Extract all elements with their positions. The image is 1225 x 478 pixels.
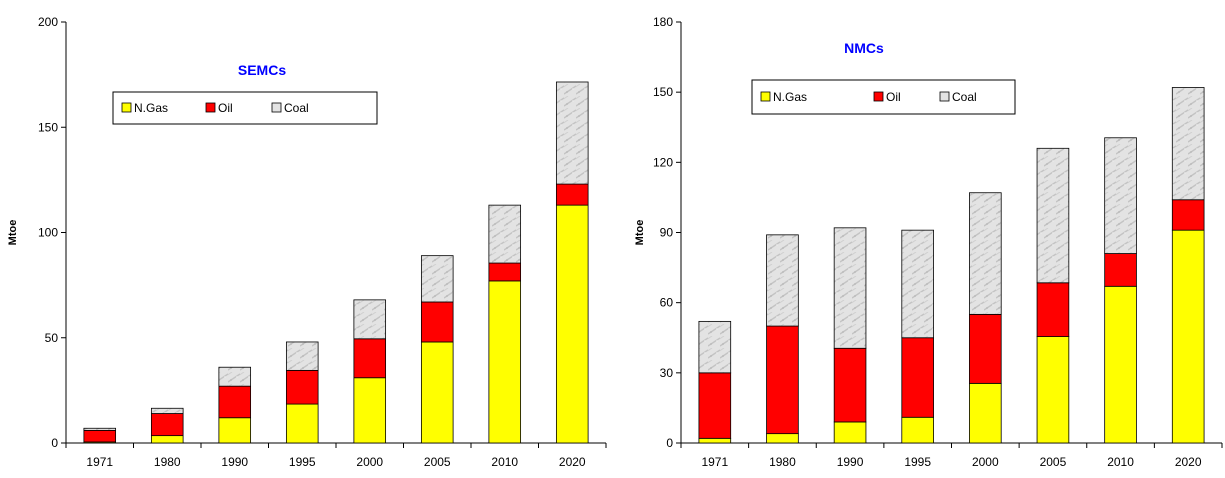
bar-oil-1995 [901, 337, 934, 418]
y-tick-label: 0 [666, 436, 673, 450]
bar-oil-1995 [285, 369, 319, 405]
bar-coal-2000 [353, 299, 387, 340]
y-tick-label: 200 [38, 15, 58, 29]
bar-oil-2005 [420, 301, 454, 343]
y-tick-label: 60 [660, 296, 674, 310]
bar-coal-2005 [420, 255, 454, 303]
bar-oil-2020 [1171, 199, 1205, 231]
legend-swatch-coal [939, 91, 950, 102]
bar-coal-1980 [150, 407, 184, 414]
bar-oil-1980 [150, 413, 184, 437]
bar-coal-1995 [285, 341, 319, 371]
x-tick-label: 1971 [86, 455, 113, 469]
bar-coal-2010 [488, 204, 522, 264]
y-tick-label: 100 [38, 226, 58, 240]
x-tick-label: 2000 [972, 455, 999, 469]
legend: N.Gas Oil Coal [751, 79, 1016, 115]
bar-coal-2005 [1036, 147, 1070, 284]
y-tick-label: 150 [38, 120, 58, 134]
bar-ngas-1971 [698, 437, 732, 444]
bar-coal-2020 [1171, 87, 1205, 201]
x-tick-label: 1990 [221, 455, 248, 469]
x-tick-label: 2005 [1040, 455, 1067, 469]
bar-ngas-1995 [901, 416, 934, 444]
x-tick-label: 1980 [154, 455, 181, 469]
bar-coal-1990 [218, 366, 252, 387]
bar-ngas-2005 [1036, 336, 1070, 444]
bar-ngas-2005 [420, 341, 454, 444]
x-tick-label: 2020 [559, 455, 586, 469]
x-tick-label: 1995 [904, 455, 931, 469]
x-tick-label: 1980 [769, 455, 796, 469]
bar-ngas-2010 [488, 280, 522, 444]
bar-coal-1995 [901, 229, 934, 339]
bar-ngas-2000 [353, 377, 387, 444]
y-tick-label: 50 [45, 331, 59, 345]
legend-label-oil: Oil [886, 90, 901, 104]
legend-swatch-ngas [121, 102, 132, 113]
chart-title: NMCs [844, 40, 884, 56]
x-tick-label: 2010 [1107, 455, 1134, 469]
x-tick-label: 2000 [356, 455, 383, 469]
y-tick-label: 90 [660, 226, 674, 240]
bar-ngas-1980 [766, 433, 799, 444]
bar-ngas-1980 [150, 435, 184, 444]
bar-oil-1990 [218, 385, 252, 419]
bar-oil-1990 [833, 347, 867, 423]
legend-swatch-oil [205, 102, 216, 113]
x-tick-label: 2010 [491, 455, 518, 469]
bar-oil-1971 [83, 429, 117, 443]
x-tick-label: 1971 [701, 455, 728, 469]
y-tick-label: 180 [653, 15, 673, 29]
bar-coal-2010 [1104, 137, 1137, 254]
y-axis-label: Mtoe [7, 220, 19, 246]
bar-oil-2010 [488, 262, 522, 282]
bar-coal-1990 [833, 227, 867, 349]
x-tick-label: 1990 [837, 455, 864, 469]
bar-coal-1971 [83, 427, 117, 431]
bar-ngas-1990 [218, 417, 252, 444]
legend-swatch-coal [271, 102, 282, 113]
y-tick-label: 30 [660, 366, 674, 380]
bar-ngas-2020 [555, 204, 589, 444]
legend-label-ngas: N.Gas [773, 90, 807, 104]
x-tick-label: 2020 [1175, 455, 1202, 469]
legend-label-coal: Coal [952, 90, 977, 104]
bar-coal-1971 [698, 320, 732, 374]
bar-coal-1980 [766, 234, 799, 327]
bar-oil-2020 [555, 183, 589, 206]
bar-ngas-2020 [1171, 229, 1205, 444]
y-tick-label: 0 [51, 436, 58, 450]
y-tick-label: 150 [653, 85, 673, 99]
bar-oil-1980 [766, 325, 799, 435]
bar-ngas-1990 [833, 421, 867, 444]
legend-label-ngas: N.Gas [134, 101, 168, 115]
bar-oil-1971 [698, 372, 732, 439]
chart-panel-2: 0 30 60 90 120 150 180 1971 1980 1990 1995 2000 2005… [634, 15, 1223, 469]
x-tick-label: 1995 [289, 455, 316, 469]
legend-label-coal: Coal [284, 101, 309, 115]
legend-swatch-oil [873, 91, 884, 102]
y-tick-label: 120 [653, 155, 673, 169]
legend: N.Gas Oil Coal [112, 91, 378, 125]
bar-coal-2000 [969, 192, 1002, 315]
chart-title: SEMCs [238, 62, 286, 78]
bar-ngas-2010 [1104, 285, 1137, 444]
legend-box [751, 79, 1016, 115]
bar-oil-2005 [1036, 282, 1070, 337]
chart-panel-1: 0 50 100 150 200 1971 1980 1990 1995 2000 2005 2010… [7, 15, 607, 469]
legend-label-oil: Oil [218, 101, 233, 115]
bar-oil-2000 [969, 313, 1002, 384]
y-axis-label: Mtoe [634, 220, 646, 246]
bar-oil-2010 [1104, 253, 1137, 287]
bar-oil-2000 [353, 338, 387, 379]
bar-ngas-2000 [969, 382, 1002, 444]
x-tick-label: 2005 [424, 455, 451, 469]
bar-ngas-1995 [285, 403, 319, 444]
legend-box [112, 91, 378, 125]
legend-swatch-ngas [760, 91, 771, 102]
bar-coal-2020 [555, 81, 589, 185]
